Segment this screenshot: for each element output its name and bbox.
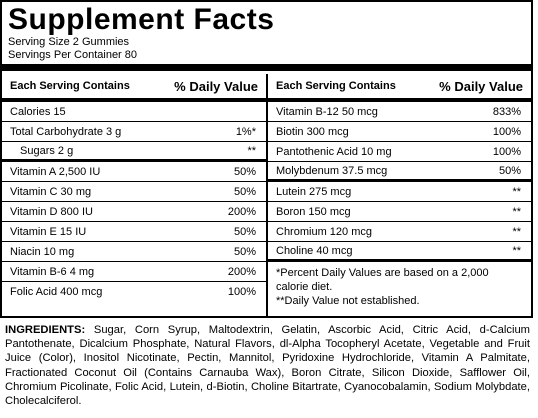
- nutrient-name: Vitamin C 30 mg: [10, 186, 91, 198]
- nutrient-row: Vitamin D 800 IU 200%: [2, 202, 266, 222]
- nutrient-dv: 50%: [234, 246, 256, 258]
- nutrient-name: Vitamin A 2,500 IU: [10, 166, 100, 178]
- nutrient-columns: Each Serving Contains % Daily Value Calo…: [2, 74, 531, 316]
- left-header-dv: % Daily Value: [174, 79, 258, 94]
- nutrient-name: Calories 15: [10, 106, 66, 118]
- nutrient-row: Lutein 275 mcg **: [268, 182, 531, 202]
- nutrient-row: Vitamin B-6 4 mg 200%: [2, 262, 266, 282]
- nutrient-name: Niacin 10 mg: [10, 246, 74, 258]
- nutrient-dv: 833%: [493, 106, 521, 118]
- thick-rule: [2, 64, 531, 71]
- nutrient-dv: **: [512, 226, 521, 238]
- nutrient-name: Total Carbohydrate 3 g: [10, 126, 121, 138]
- nutrient-name: Biotin 300 mcg: [276, 126, 349, 138]
- nutrient-dv: 50%: [234, 186, 256, 198]
- ingredients-text: Sugar, Corn Syrup, Maltodextrin, Gelatin…: [5, 324, 530, 407]
- nutrient-dv: 200%: [228, 206, 256, 218]
- right-header-name: Each Serving Contains: [276, 80, 396, 92]
- panel-title: Supplement Facts: [8, 4, 525, 36]
- nutrient-row: Vitamin A 2,500 IU 50%: [2, 162, 266, 182]
- nutrient-row: Biotin 300 mcg 100%: [268, 122, 531, 142]
- nutrient-dv: **: [512, 186, 521, 198]
- nutrient-dv: 50%: [234, 226, 256, 238]
- right-header-dv: % Daily Value: [439, 79, 523, 94]
- nutrient-row: Niacin 10 mg 50%: [2, 242, 266, 262]
- nutrient-dv: 50%: [234, 166, 256, 178]
- nutrient-dv: 50%: [499, 165, 521, 177]
- nutrient-row: Chromium 120 mcg **: [268, 222, 531, 242]
- nutrient-name: Folic Acid 400 mcg: [10, 286, 102, 298]
- nutrient-row: Vitamin B-12 50 mcg 833%: [268, 102, 531, 122]
- nutrient-name: Chromium 120 mcg: [276, 226, 372, 238]
- supplement-facts-panel: Supplement Facts Serving Size 2 Gummies …: [0, 0, 533, 318]
- nutrient-row: Vitamin E 15 IU 50%: [2, 222, 266, 242]
- nutrient-dv: 100%: [228, 286, 256, 298]
- servings-per-container: Servings Per Container 80: [8, 49, 525, 62]
- nutrient-name: Vitamin E 15 IU: [10, 226, 86, 238]
- footnotes: *Percent Daily Values are based on a 2,0…: [268, 262, 531, 308]
- left-column: Each Serving Contains % Daily Value Calo…: [2, 74, 268, 316]
- nutrient-dv: 100%: [493, 146, 521, 158]
- serving-size: Serving Size 2 Gummies: [8, 36, 525, 49]
- nutrient-dv: **: [512, 206, 521, 218]
- footnote-daily-values: *Percent Daily Values are based on a 2,0…: [276, 266, 523, 294]
- nutrient-dv: **: [247, 145, 256, 157]
- nutrient-row: Vitamin C 30 mg 50%: [2, 182, 266, 202]
- ingredients-label: INGREDIENTS:: [5, 324, 85, 336]
- nutrient-row: Pantothenic Acid 10 mg 100%: [268, 142, 531, 162]
- nutrient-name: Vitamin B-12 50 mcg: [276, 106, 378, 118]
- nutrient-row: Molybdenum 37.5 mcg 50%: [268, 162, 531, 182]
- nutrient-name: Choline 40 mcg: [276, 245, 352, 257]
- footnote-not-established: **Daily Value not established.: [276, 294, 523, 308]
- nutrient-name: Boron 150 mcg: [276, 206, 351, 218]
- right-column: Each Serving Contains % Daily Value Vita…: [268, 74, 531, 316]
- right-column-header: Each Serving Contains % Daily Value: [268, 74, 531, 102]
- nutrient-name: Sugars 2 g: [20, 145, 73, 157]
- left-column-header: Each Serving Contains % Daily Value: [2, 74, 266, 102]
- nutrient-row: Total Carbohydrate 3 g 1%*: [2, 122, 266, 142]
- nutrient-row: Calories 15: [2, 102, 266, 122]
- nutrient-row: Sugars 2 g **: [2, 142, 266, 162]
- nutrient-row: Boron 150 mcg **: [268, 202, 531, 222]
- ingredients-statement: INGREDIENTS: Sugar, Corn Syrup, Maltodex…: [0, 321, 533, 408]
- nutrient-dv: 100%: [493, 126, 521, 138]
- nutrient-name: Pantothenic Acid 10 mg: [276, 146, 392, 158]
- nutrient-name: Vitamin D 800 IU: [10, 206, 93, 218]
- nutrient-name: Vitamin B-6 4 mg: [10, 266, 94, 278]
- nutrient-dv: 200%: [228, 266, 256, 278]
- nutrient-dv: 1%*: [236, 126, 256, 138]
- nutrient-row: Folic Acid 400 mcg 100%: [2, 282, 266, 302]
- nutrient-name: Molybdenum 37.5 mcg: [276, 165, 387, 177]
- nutrient-dv: **: [512, 245, 521, 257]
- nutrient-name: Lutein 275 mcg: [276, 186, 351, 198]
- left-header-name: Each Serving Contains: [10, 80, 130, 92]
- nutrient-row: Choline 40 mcg **: [268, 242, 531, 262]
